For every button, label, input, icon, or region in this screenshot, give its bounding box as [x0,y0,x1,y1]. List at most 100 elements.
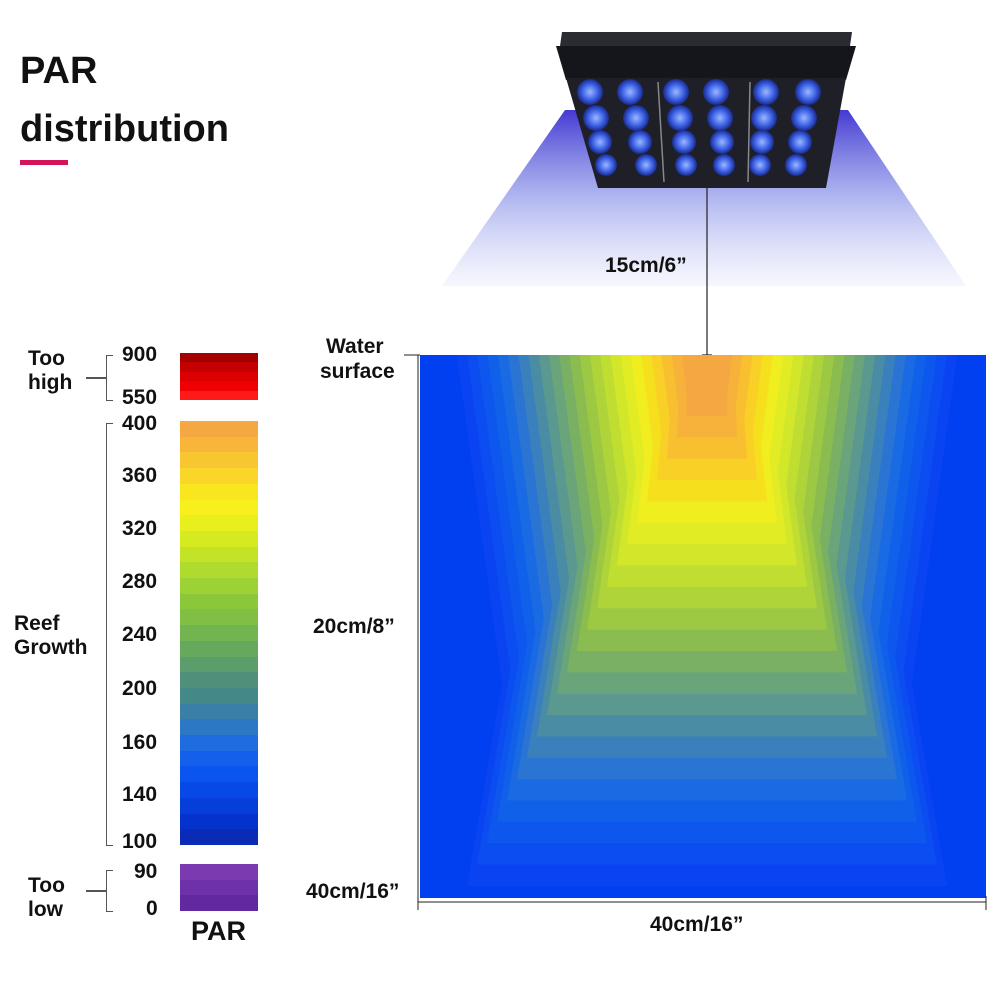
too-low-color-block [180,864,258,911]
tick-0: 0 [146,897,158,920]
too-high-label-2: high [28,371,73,394]
scale-band [180,609,258,626]
led-lens [663,79,689,105]
led-lens [791,105,817,131]
scale-band [180,353,258,363]
tick-320: 320 [122,517,158,540]
title-line-1: PAR [20,50,98,92]
led-lens [667,105,693,131]
reef-growth-bracket [106,423,113,846]
led-lens [753,79,779,105]
scale-band [180,593,258,610]
led-lens [703,79,729,105]
par-contour-band [682,355,732,416]
scale-band [180,381,258,391]
scale-band [180,483,258,500]
led-lens [588,130,612,154]
led-fixture [556,32,856,188]
scale-band [180,436,258,453]
too-high-label-1: Too [28,347,65,370]
too-low-label-2: low [28,898,63,921]
too-low-bracket [106,870,113,912]
fixture-divider-2 [747,81,751,183]
title-accent-bar [20,160,68,165]
led-lens [788,130,812,154]
mid-depth-label: 20cm/8” [313,615,395,638]
scale-band [180,879,258,896]
fixture-lens-grid [577,79,821,176]
scale-band [180,452,258,469]
tick-200: 200 [122,677,158,700]
reef-growth-label-2: Growth [14,636,88,659]
tick-90: 90 [134,860,158,883]
tick-360: 360 [122,464,158,487]
scale-band [180,390,258,400]
led-lens [750,130,774,154]
scale-band [180,499,258,516]
scale-band [180,735,258,751]
scale-band [180,687,258,704]
too-high-bracket [106,355,113,401]
scale-band [180,625,258,641]
scale-band [180,895,258,911]
scale-band [180,703,258,720]
tick-900: 900 [122,343,158,366]
reef-growth-color-block [180,421,258,845]
scale-band [180,656,258,673]
scale-band [180,864,258,880]
scale-band [180,515,258,531]
tick-280: 280 [122,570,158,593]
led-lens [707,105,733,131]
bottom-depth-label: 40cm/16” [306,880,400,903]
water-surface-label-2: surface [320,360,395,383]
scale-band [180,829,258,845]
light-beam [442,110,966,286]
scale-band [180,719,258,736]
water-surface-label-1: Water [326,335,384,358]
led-lens [623,105,649,131]
led-lens [672,130,696,154]
tick-550: 550 [122,386,158,409]
tick-240: 240 [122,623,158,646]
led-lens [713,154,735,176]
led-lens [595,154,617,176]
scale-band [180,782,258,798]
led-lens [628,130,652,154]
tick-400: 400 [122,412,158,435]
scale-band [180,578,258,594]
tick-160: 160 [122,731,158,754]
too-low-bracket-stem [86,890,106,892]
led-lens [635,154,657,176]
scale-band [180,371,258,382]
too-low-label-1: Too [28,874,65,897]
led-lens [749,154,771,176]
scale-band [180,530,258,547]
scale-band [180,468,258,484]
scale-band [180,362,258,372]
fixture-divider-1 [657,81,665,183]
led-lens [710,130,734,154]
scale-band [180,546,258,563]
tick-140: 140 [122,783,158,806]
scale-band [180,640,258,657]
scale-unit-label: PAR [191,916,247,946]
led-lens [751,105,777,131]
scale-band [180,797,258,814]
scale-band [180,421,258,437]
scale-band [180,672,258,688]
fixture-heatsink-top [560,32,852,46]
par-contour-field [420,355,986,898]
width-label: 40cm/16” [650,913,744,936]
led-lens [583,105,609,131]
too-high-bracket-stem [86,377,106,379]
reef-growth-label-1: Reef [14,612,60,635]
fixture-heatsink [556,46,856,80]
lamp-height-label: 15cm/6” [605,254,687,277]
led-lens [795,79,821,105]
scale-band [180,562,258,579]
scale-band [180,766,258,783]
tick-100: 100 [122,830,158,853]
led-lens [577,79,603,105]
led-lens [675,154,697,176]
